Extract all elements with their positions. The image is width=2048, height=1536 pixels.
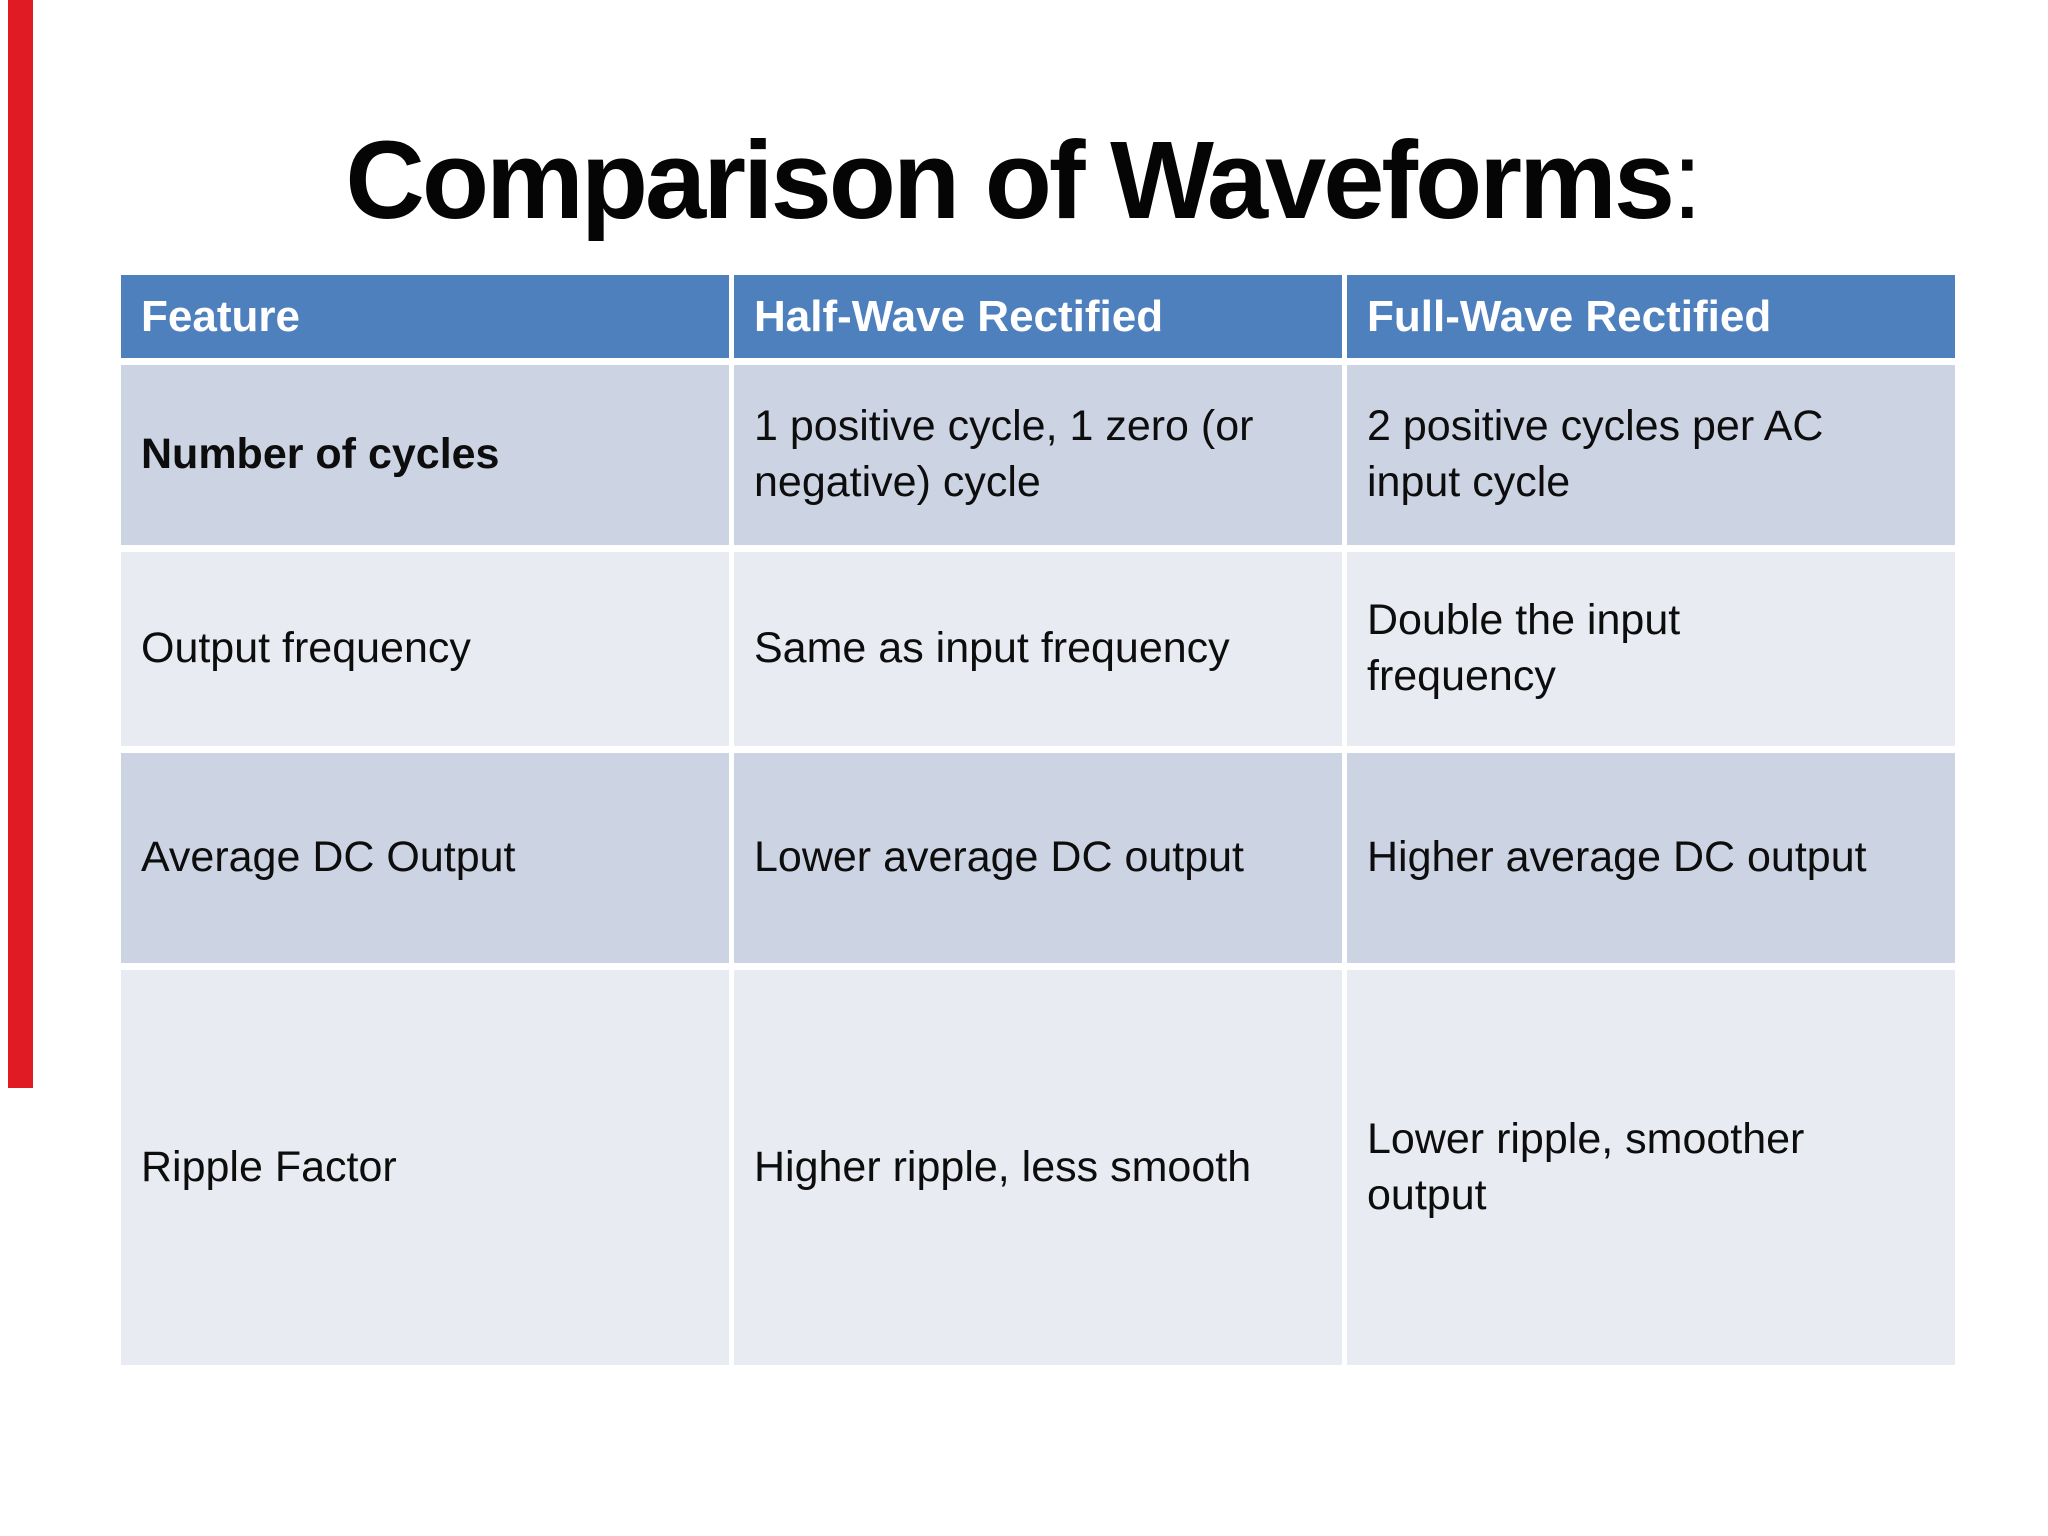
slide-title: Comparison of Waveforms: bbox=[0, 118, 2048, 245]
cell-feature-ripple-factor: Ripple Factor bbox=[121, 970, 729, 1365]
cell-half-wave-ripple-factor: Higher ripple, less smooth bbox=[734, 970, 1342, 1365]
cell-feature-number-of-cycles: Number of cycles bbox=[121, 365, 729, 545]
cell-feature-average-dc-output: Average DC Output bbox=[121, 753, 729, 963]
cell-half-wave-average-dc-output: Lower average DC output bbox=[734, 753, 1342, 963]
cell-feature-output-frequency: Output frequency bbox=[121, 552, 729, 746]
red-accent-bar bbox=[8, 0, 33, 1088]
header-cell-feature: Feature bbox=[121, 275, 729, 358]
comparison-table: Feature Half-Wave Rectified Full-Wave Re… bbox=[121, 275, 1955, 1365]
cell-half-wave-number-of-cycles: 1 positive cycle, 1 zero (or negative) c… bbox=[734, 365, 1342, 545]
slide-title-text: Comparison of Waveforms bbox=[345, 119, 1675, 242]
slide-title-colon: : bbox=[1672, 119, 1703, 242]
cell-full-wave-ripple-factor: Lower ripple, smoother output bbox=[1347, 970, 1955, 1365]
cell-full-wave-output-frequency: Double the input frequency bbox=[1347, 552, 1955, 746]
cell-full-wave-number-of-cycles: 2 positive cycles per AC input cycle bbox=[1347, 365, 1955, 545]
cell-full-wave-average-dc-output: Higher average DC output bbox=[1347, 753, 1955, 963]
header-cell-full-wave: Full-Wave Rectified bbox=[1347, 275, 1955, 358]
cell-half-wave-output-frequency: Same as input frequency bbox=[734, 552, 1342, 746]
header-cell-half-wave: Half-Wave Rectified bbox=[734, 275, 1342, 358]
